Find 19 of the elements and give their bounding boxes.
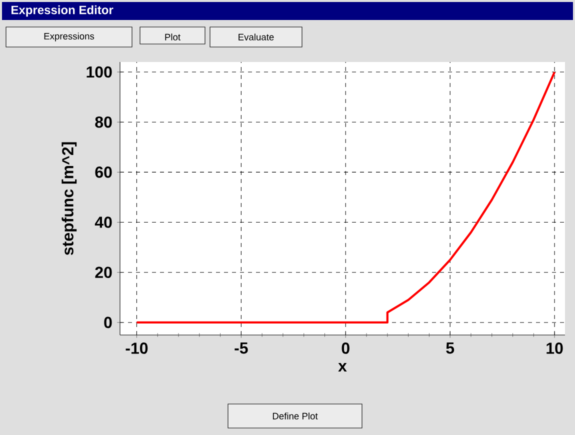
y-tick-label: 20 [95, 266, 112, 278]
text: Define Plot [272, 412, 318, 420]
text: Evaluate [238, 34, 274, 40]
x-tick-label: 5 [446, 342, 454, 354]
text: Plot [165, 34, 180, 40]
chart-title: Expression Editor [12, 5, 114, 17]
line-series [136, 70, 556, 324]
x-tick-label: 0 [342, 342, 350, 354]
y-tick-label: 60 [95, 166, 112, 178]
y-tick-label: 0 [104, 316, 112, 328]
x-tick-label: -10 [126, 342, 148, 354]
text: Expressions [44, 32, 94, 42]
y-tick-label: 40 [94, 216, 112, 228]
y-axis-title: stepfunc [m^2] [62, 142, 77, 256]
x-axis-title: x [338, 363, 347, 372]
x-tick-label: -5 [234, 342, 248, 354]
y-tick-label: 80 [95, 116, 112, 128]
y-tick-label: 100 [86, 66, 112, 78]
x-tick-label: 10 [546, 342, 563, 354]
